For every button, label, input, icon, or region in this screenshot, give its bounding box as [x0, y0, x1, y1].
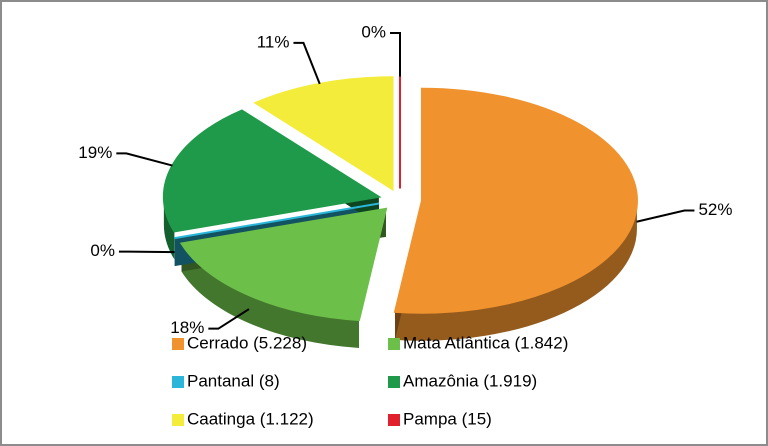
leader-line — [636, 209, 695, 223]
data-label: 11% — [257, 32, 290, 51]
data-label: 52% — [698, 200, 732, 219]
legend-swatch — [172, 376, 184, 388]
legend-label: Mata Atlântica (1.842) — [403, 333, 568, 352]
leader-line — [208, 308, 250, 330]
legend-swatch — [388, 376, 400, 388]
data-label: 19% — [78, 143, 112, 162]
slice-side — [181, 243, 360, 348]
legend-swatch — [388, 414, 400, 426]
data-label: 18% — [170, 318, 204, 337]
leader-line — [293, 41, 321, 85]
slice — [179, 207, 388, 322]
slice — [174, 202, 380, 240]
data-label: 0% — [90, 241, 115, 260]
slice-side — [163, 196, 175, 260]
legend-swatch — [388, 338, 400, 350]
leader-line — [116, 152, 173, 167]
legend-label: Pampa (15) — [403, 409, 492, 428]
legend-label: Pantanal (8) — [187, 371, 280, 390]
slice — [393, 87, 638, 314]
legend-label: Amazônia (1.919) — [403, 371, 537, 390]
legend-swatch — [172, 414, 184, 426]
data-label: 0% — [361, 22, 386, 41]
slice — [253, 76, 394, 192]
legend-swatch — [172, 338, 184, 350]
legend-label: Caatinga (1.122) — [187, 409, 314, 428]
slice-side — [395, 200, 637, 341]
legend-label: Cerrado (5.228) — [187, 333, 307, 352]
leader-line — [118, 250, 175, 254]
leader-line — [390, 32, 401, 77]
